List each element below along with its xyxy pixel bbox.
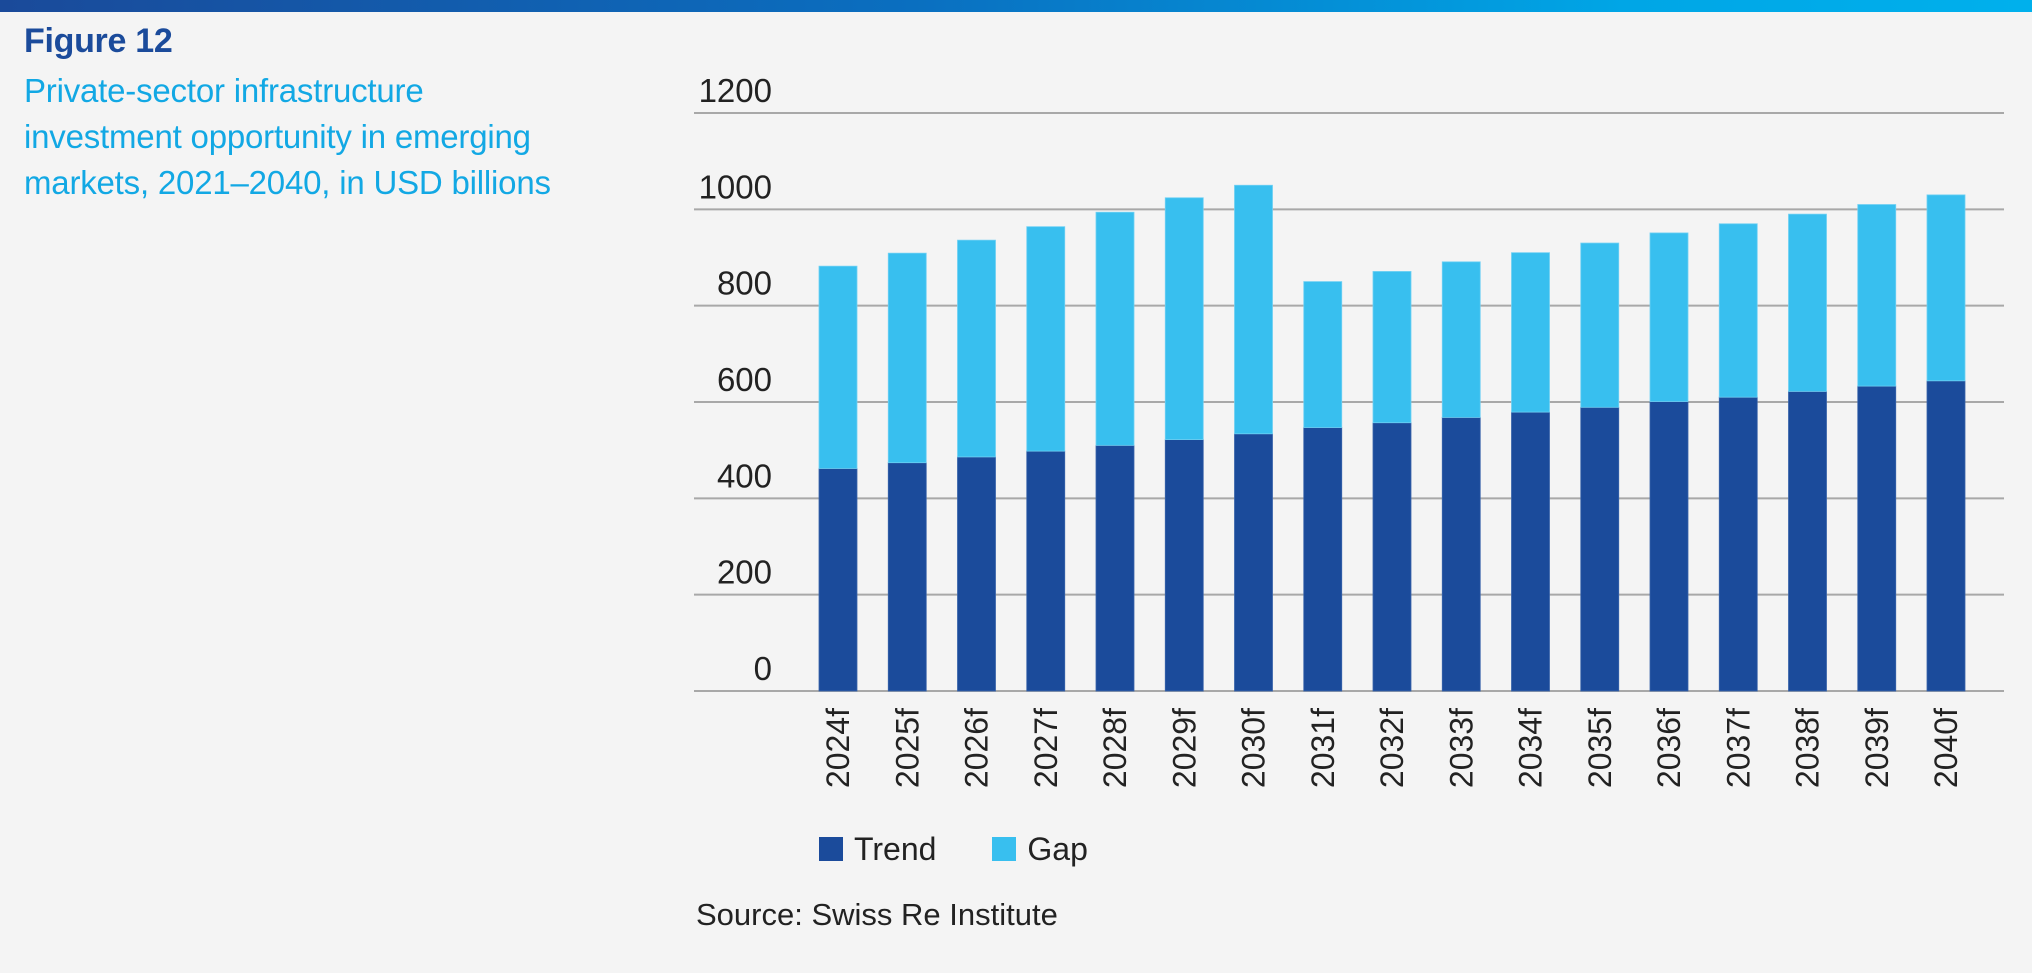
legend-swatch-gap <box>992 837 1017 861</box>
bar-trend-2036f <box>1649 401 1689 692</box>
x-tick-label: 2040f <box>1928 708 1964 788</box>
bar-gap-2037f <box>1718 223 1758 398</box>
bars <box>818 184 1966 692</box>
y-axis-tick-labels: 0 200 400 600 800 1000 1200 <box>699 72 772 687</box>
y-tick-label: 1000 <box>699 168 772 205</box>
bar-group-2037f <box>1718 223 1758 692</box>
bar-trend-2037f <box>1718 396 1758 692</box>
bar-gap-2036f <box>1649 232 1689 402</box>
y-tick-label: 1200 <box>699 72 772 109</box>
bar-gap-2035f <box>1580 242 1620 408</box>
chart-title: Private-sector infrastructure investment… <box>24 68 664 206</box>
bar-trend-2028f <box>1095 444 1135 692</box>
x-tick-label: 2034f <box>1513 708 1549 788</box>
bar-trend-2038f <box>1788 391 1827 692</box>
legend-item-gap: Gap <box>992 830 1088 868</box>
y-tick-label: 0 <box>754 650 772 687</box>
x-tick-label: 2024f <box>820 708 856 788</box>
bar-trend-2031f <box>1303 427 1343 692</box>
bar-group-2040f <box>1926 194 1966 692</box>
bar-trend-2033f <box>1441 417 1481 692</box>
bar-group-2034f <box>1511 252 1550 692</box>
x-tick-label: 2037f <box>1720 708 1756 788</box>
bar-trend-2024f <box>818 468 858 692</box>
chart-title-line: Private-sector infrastructure <box>24 72 424 109</box>
source-note: Source: Swiss Re Institute <box>696 897 1058 932</box>
x-tick-label: 2035f <box>1582 708 1618 788</box>
bar-gap-2040f <box>1926 194 1966 382</box>
bar-group-2027f <box>1026 226 1066 692</box>
x-tick-label: 2027f <box>1028 708 1064 788</box>
bar-group-2033f <box>1441 261 1481 692</box>
bar-gap-2027f <box>1026 226 1066 452</box>
bar-group-2028f <box>1095 211 1135 692</box>
bar-gap-2030f <box>1234 184 1273 435</box>
chart-title-line: investment opportunity in emerging <box>24 118 531 155</box>
bar-trend-2039f <box>1857 385 1897 692</box>
bar-trend-2034f <box>1511 411 1550 692</box>
y-tick-label: 600 <box>717 361 772 398</box>
legend-item-trend: Trend <box>819 831 936 868</box>
bar-gap-2034f <box>1511 252 1550 413</box>
bar-group-2039f <box>1857 204 1897 692</box>
x-axis-tick-labels: 2024f 2025f 2026f 2027f 2028f 2029f 2030f 2031f… <box>820 708 1964 788</box>
bar-gap-2024f <box>818 265 858 469</box>
bar-group-2035f <box>1580 242 1620 692</box>
y-tick-label: 800 <box>717 265 772 302</box>
bar-group-2038f <box>1788 213 1827 692</box>
x-tick-label: 2029f <box>1166 708 1202 788</box>
y-tick-label: 200 <box>717 554 772 591</box>
bar-trend-2027f <box>1026 450 1066 692</box>
bar-group-2026f <box>957 239 996 692</box>
x-tick-label: 2030f <box>1236 708 1272 788</box>
bar-gap-2026f <box>957 239 996 458</box>
bar-group-2030f <box>1234 184 1273 692</box>
legend: Trend Gap <box>819 830 1144 868</box>
x-tick-label: 2036f <box>1651 708 1687 788</box>
bar-gap-2031f <box>1303 281 1343 428</box>
y-tick-label: 400 <box>717 457 772 494</box>
legend-label-trend: Trend <box>854 830 937 867</box>
legend-label-gap: Gap <box>1027 830 1088 867</box>
bar-trend-2030f <box>1234 433 1273 692</box>
x-tick-label: 2032f <box>1374 708 1410 788</box>
bar-trend-2025f <box>887 462 927 692</box>
bar-gap-2032f <box>1372 271 1412 424</box>
x-tick-label: 2038f <box>1790 708 1826 788</box>
bar-gap-2025f <box>887 252 927 464</box>
chart-title-line: markets, 2021–2040, in USD billions <box>24 164 551 201</box>
x-tick-label: 2026f <box>959 708 995 788</box>
bar-trend-2032f <box>1372 422 1412 692</box>
bar-trend-2040f <box>1926 380 1966 692</box>
bar-gap-2029f <box>1164 197 1204 440</box>
header-accent-bar <box>0 0 2032 12</box>
x-tick-label: 2039f <box>1859 708 1895 788</box>
x-tick-label: 2028f <box>1097 708 1133 788</box>
bar-trend-2029f <box>1164 439 1204 692</box>
bar-gap-2033f <box>1441 261 1481 418</box>
bar-group-2036f <box>1649 232 1689 692</box>
bar-group-2025f <box>887 252 927 692</box>
x-tick-label: 2025f <box>889 708 925 788</box>
bar-group-2032f <box>1372 271 1412 692</box>
legend-swatch-trend <box>819 837 843 861</box>
x-tick-label: 2033f <box>1443 708 1479 788</box>
x-tick-label: 2031f <box>1305 708 1341 788</box>
bar-group-2024f <box>818 265 858 692</box>
bar-trend-2035f <box>1580 406 1620 692</box>
bar-gap-2028f <box>1095 211 1135 446</box>
bar-gap-2039f <box>1857 204 1897 387</box>
bar-group-2029f <box>1164 197 1204 692</box>
bar-trend-2026f <box>957 456 996 692</box>
figure-label: Figure 12 <box>24 22 173 60</box>
bar-group-2031f <box>1303 281 1343 692</box>
bar-gap-2038f <box>1788 213 1827 392</box>
